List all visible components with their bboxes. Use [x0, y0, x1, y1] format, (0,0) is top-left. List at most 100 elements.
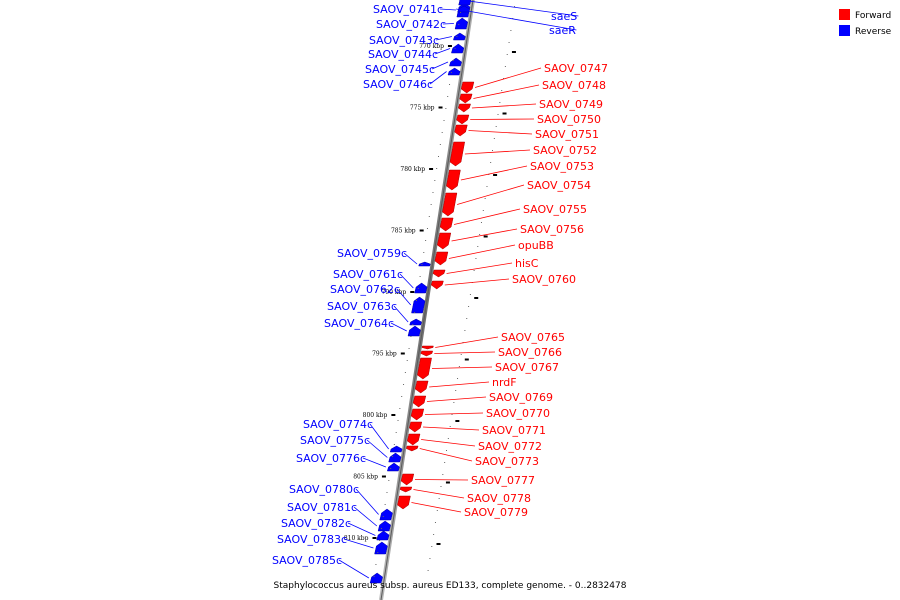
gene-label[interactable]: SAOV_0767: [495, 361, 559, 374]
gene-feature[interactable]: [412, 395, 427, 408]
gene-feature[interactable]: [454, 17, 468, 30]
gene-label[interactable]: SAOV_0759c: [337, 247, 407, 260]
gene-feature[interactable]: [418, 261, 431, 267]
gene-feature[interactable]: [405, 445, 419, 452]
gene-feature[interactable]: [420, 350, 434, 357]
gene-feature[interactable]: [458, 103, 471, 113]
gene-label[interactable]: saeS: [551, 10, 577, 23]
gene-label[interactable]: SAOV_0769: [489, 391, 553, 404]
minor-tick: [395, 432, 397, 433]
gene-label[interactable]: SAOV_0780c: [289, 483, 359, 496]
gene-label[interactable]: SAOV_0749: [539, 98, 603, 111]
gene-feature[interactable]: [449, 141, 466, 167]
gene-label[interactable]: SAOV_0779: [464, 506, 528, 519]
gene-label[interactable]: SAOV_0748: [542, 79, 606, 92]
gene-label[interactable]: SAOV_0776c: [296, 452, 366, 465]
gene-label[interactable]: SAOV_0766: [498, 346, 562, 359]
gene-feature[interactable]: [454, 124, 468, 137]
gene-feature[interactable]: [449, 57, 462, 67]
gene-feature[interactable]: [377, 520, 391, 532]
gene-feature[interactable]: [437, 232, 452, 250]
gene-label-connector: [355, 488, 379, 515]
minor-tick: [503, 78, 505, 79]
gene-feature[interactable]: [379, 508, 393, 521]
gene-label[interactable]: SAOV_0761c: [333, 268, 403, 281]
gene-label[interactable]: saeR: [549, 24, 576, 37]
gene-label[interactable]: SAOV_0750: [537, 113, 601, 126]
minor-tick: [380, 528, 382, 529]
gene-feature[interactable]: [369, 572, 383, 584]
minor-tick: [453, 402, 455, 403]
gene-feature[interactable]: [411, 296, 426, 314]
gene-label[interactable]: SAOV_0778: [467, 492, 531, 505]
gene-label[interactable]: SAOV_0783c: [277, 533, 347, 546]
gene-label[interactable]: SAOV_0774c: [303, 418, 373, 431]
gene-label[interactable]: SAOV_0785c: [272, 554, 342, 567]
minor-tick: [427, 570, 429, 571]
gene-label[interactable]: SAOV_0770: [486, 407, 550, 420]
gene-feature[interactable]: [374, 541, 388, 555]
gene-label[interactable]: SAOV_0762c: [330, 283, 400, 296]
gene-feature[interactable]: [409, 421, 423, 433]
gene-label[interactable]: SAOV_0745c: [365, 63, 435, 76]
gene-feature[interactable]: [460, 81, 475, 94]
gene-feature[interactable]: [409, 318, 422, 326]
gene-feature[interactable]: [430, 280, 444, 290]
gene-label[interactable]: SAOV_0764c: [324, 317, 394, 330]
gene-feature[interactable]: [432, 269, 446, 278]
gene-feature[interactable]: [388, 452, 402, 463]
gene-label[interactable]: SAOV_0763c: [327, 300, 397, 313]
gene-feature[interactable]: [397, 495, 411, 510]
gene-feature[interactable]: [453, 32, 466, 41]
gene-label[interactable]: SAOV_0781c: [287, 501, 357, 514]
gene-label[interactable]: SAOV_0782c: [281, 517, 351, 530]
gene-label[interactable]: SAOV_0771: [482, 424, 546, 437]
gene-label[interactable]: SAOV_0760: [512, 273, 576, 286]
gene-label[interactable]: SAOV_0775c: [300, 434, 370, 447]
gene-feature[interactable]: [407, 325, 421, 337]
gene-label[interactable]: opuBB: [518, 239, 554, 252]
gene-feature[interactable]: [434, 251, 449, 266]
gene-feature[interactable]: [439, 217, 454, 232]
gene-label[interactable]: nrdF: [492, 376, 517, 389]
gene-feature[interactable]: [386, 462, 400, 472]
gene-label[interactable]: SAOV_0747: [544, 62, 608, 75]
gene-feature[interactable]: [417, 357, 432, 380]
gene-label[interactable]: SAOV_0777: [471, 474, 535, 487]
gene-feature[interactable]: [389, 445, 403, 453]
gene-feature[interactable]: [459, 93, 473, 104]
gene-feature[interactable]: [414, 282, 428, 294]
gene-feature[interactable]: [456, 114, 470, 125]
gene-label[interactable]: SAOV_0772: [478, 440, 542, 453]
gene-label[interactable]: SAOV_0754: [527, 179, 591, 192]
gene-feature[interactable]: [451, 43, 465, 54]
gene-label[interactable]: SAOV_0751: [535, 128, 599, 141]
gene-feature[interactable]: [376, 530, 390, 541]
gene-feature[interactable]: [446, 169, 461, 191]
minor-tick: [431, 546, 433, 547]
gene-label[interactable]: SAOV_0741c: [373, 3, 443, 16]
gene-feature[interactable]: [410, 408, 425, 421]
gene-label[interactable]: SAOV_0753: [530, 160, 594, 173]
gene-label[interactable]: SAOV_0756: [520, 223, 584, 236]
gene-label[interactable]: SAOV_0755: [523, 203, 587, 216]
gene-label[interactable]: SAOV_0744c: [368, 48, 438, 61]
gene-feature[interactable]: [447, 67, 461, 76]
gene-feature[interactable]: [414, 380, 429, 394]
gene-feature[interactable]: [442, 192, 458, 217]
gene-feature[interactable]: [399, 486, 413, 493]
gene-label[interactable]: SAOV_0743c: [369, 34, 439, 47]
gene-feature[interactable]: [407, 433, 421, 446]
gene-label[interactable]: SAOV_0773: [475, 455, 539, 468]
gene-label[interactable]: SAOV_0752: [533, 144, 597, 157]
gene-label[interactable]: SAOV_0746c: [363, 78, 433, 91]
gene-label[interactable]: hisC: [515, 257, 539, 270]
gene-feature[interactable]: [400, 473, 415, 486]
gene-label-connector: [429, 71, 447, 85]
minor-tick: [455, 390, 457, 391]
gene-label[interactable]: SAOV_0742c: [376, 18, 446, 31]
gene-feature[interactable]: [421, 345, 434, 350]
gene-label-connector: [458, 0, 579, 17]
gene-label[interactable]: SAOV_0765: [501, 331, 565, 344]
